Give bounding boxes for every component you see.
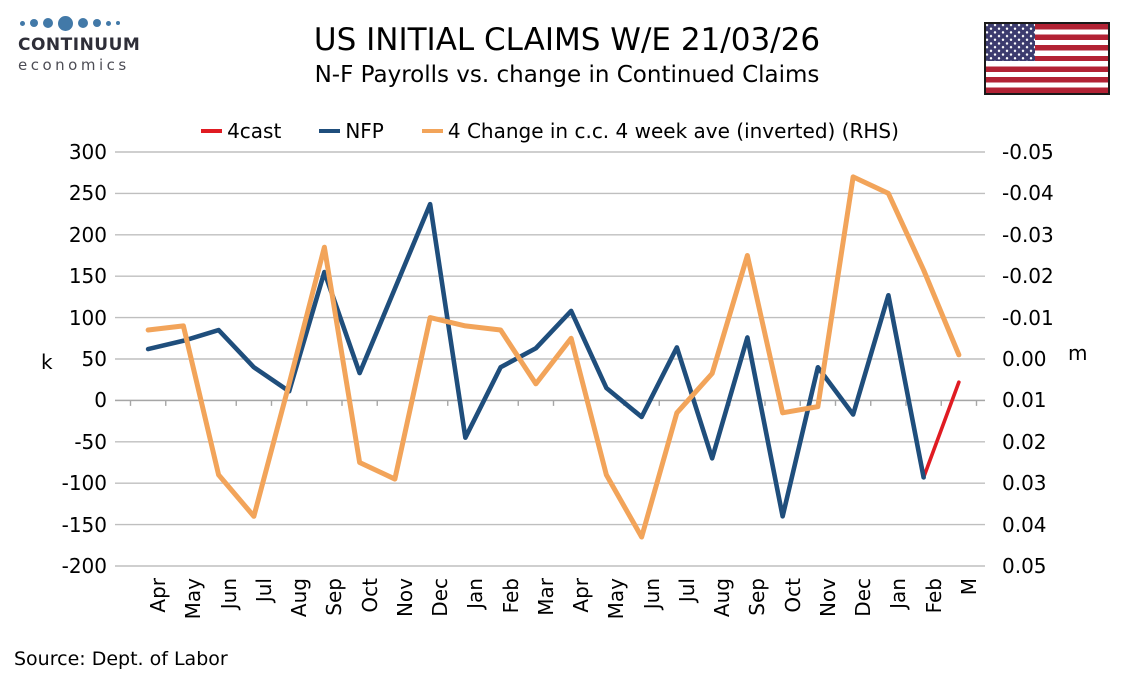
source-note: Source: Dept. of Labor: [14, 648, 228, 670]
x-axis-tick-label: May: [181, 578, 206, 620]
right-axis-tick-label: 0.05: [1002, 554, 1047, 578]
right-axis-tick-label: 0.03: [1002, 471, 1047, 496]
right-axis-unit-label: m: [1068, 341, 1088, 365]
x-axis-tick-label: Oct: [780, 578, 805, 613]
x-axis-tick-label: Dec: [851, 578, 876, 617]
left-axis-tick-label: -50: [74, 429, 107, 454]
left-axis-tick-label: 0: [94, 388, 107, 413]
logo-subname: economics: [18, 56, 130, 74]
legend-item-continued-claims: 4 Change in c.c. 4 week ave (inverted) (…: [421, 119, 899, 143]
left-axis-tick-label: 250: [68, 181, 107, 206]
x-axis-tick-label: Feb: [498, 578, 523, 614]
left-axis-tick-label: 200: [68, 222, 107, 247]
x-axis-tick-label: Jan: [886, 578, 911, 609]
right-axis-tick-label: -0.02: [1002, 264, 1054, 289]
logo-name: CONTINUUM: [18, 35, 141, 55]
left-axis-tick-label: -100: [61, 471, 107, 496]
right-axis-tick-label: -0.05: [1002, 140, 1054, 164]
right-axis-tick-label: -0.04: [1002, 181, 1054, 206]
legend-label-4cast: 4cast: [227, 119, 282, 143]
nfp-line-swatch-icon: [319, 129, 341, 133]
legend-item-nfp: NFP: [319, 119, 384, 143]
series-line-4cast: [921, 380, 961, 480]
chart-title: US INITIAL CLAIMS W/E 21/03/26: [313, 22, 821, 58]
x-axis-tick-label: May: [604, 578, 629, 620]
left-axis-tick-label: -150: [61, 512, 107, 537]
x-axis-tick-label: Aug: [287, 578, 312, 618]
logo-dots-icon: [20, 14, 168, 32]
left-axis-tick-label: -200: [61, 554, 107, 578]
x-axis-tick-label: Aug: [710, 578, 735, 618]
left-axis-tick-label: 300: [68, 140, 107, 164]
right-axis-tick-label: -0.03: [1002, 222, 1054, 247]
chart-legend: 4cast NFP 4 Change in c.c. 4 week ave (i…: [115, 119, 985, 143]
x-axis-tick-label: Sep: [745, 578, 770, 616]
x-axis-tick-label: Feb: [921, 578, 946, 614]
x-axis-tick-label: Jun: [216, 578, 241, 610]
x-axis-tick-label: Mar: [533, 578, 558, 616]
right-axis-tick-label: 0.02: [1002, 429, 1047, 454]
chart-subtitle: N-F Payrolls vs. change in Continued Cla…: [314, 62, 820, 88]
series-line-4-change-in-c-c-4-week-ave-inverted-rhs-: [145, 174, 962, 540]
left-axis-tick-label: 50: [81, 347, 107, 371]
left-axis-tick-label: 150: [68, 264, 107, 289]
x-axis-tick-label: Nov: [815, 578, 840, 618]
x-axis-tick-label: Dec: [428, 578, 453, 617]
left-axis-unit-label: k: [41, 350, 53, 374]
x-axis-tick-label: Nov: [392, 578, 417, 618]
left-axis-tick-label: 100: [68, 305, 107, 330]
4cast-line-swatch-icon: [201, 129, 223, 133]
x-axis-tick-label: Jun: [639, 578, 664, 610]
legend-item-4cast: 4cast: [201, 119, 281, 143]
right-axis-tick-label: 0.00: [1002, 347, 1047, 371]
legend-label-continued-claims: 4 Change in c.c. 4 week ave (inverted) (…: [447, 119, 899, 143]
continuum-economics-logo: CONTINUUM economics: [18, 14, 168, 74]
right-axis-tick-label: 0.01: [1002, 388, 1047, 413]
us-flag-icon: [984, 22, 1110, 95]
x-axis-tick-label: Sep: [322, 578, 347, 616]
right-axis-tick-label: 0.04: [1002, 512, 1047, 537]
x-axis-tick-label: Jul: [674, 578, 699, 603]
series-line-nfp: [145, 201, 926, 519]
legend-label-nfp: NFP: [345, 119, 384, 143]
claims-line-swatch-icon: [421, 129, 443, 133]
x-axis-tick-label: Apr: [146, 578, 171, 613]
x-axis-tick-label: Oct: [357, 578, 382, 613]
us-flag-canton: [986, 24, 1035, 61]
right-axis-tick-label: -0.01: [1002, 305, 1054, 330]
x-axis-tick-label: M: [956, 578, 981, 596]
x-axis-tick-label: Apr: [569, 578, 594, 613]
x-axis-tick-label: Jul: [251, 578, 276, 603]
x-axis-tick-label: Jan: [463, 578, 488, 609]
